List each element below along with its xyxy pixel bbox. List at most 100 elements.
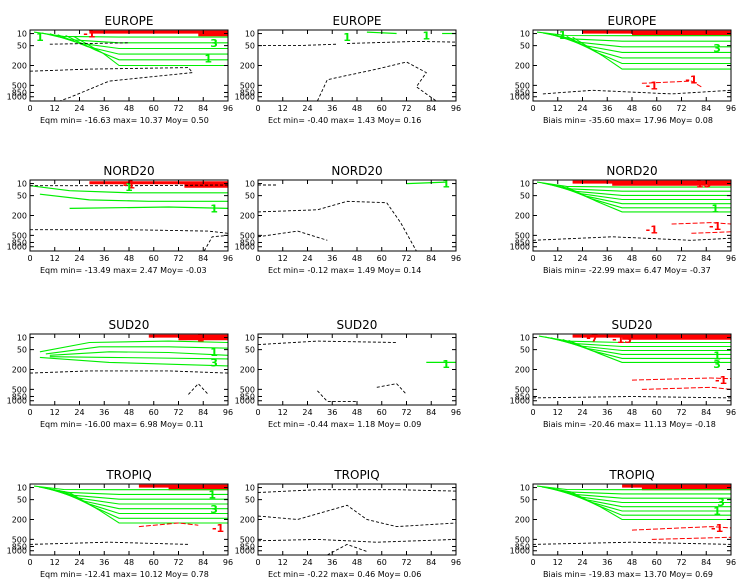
y-tick-label: 50 [520, 192, 530, 201]
chart-panel: EUROPE -1 1 1 3 0 12 24 36 48 60 72 84 96 10 50 200 50085… [7, 14, 233, 125]
zero-contour-line [203, 234, 229, 252]
x-tick-label: 24 [74, 254, 84, 263]
y-tick-label: 200 [240, 366, 255, 375]
y-tick-label: 850 [515, 88, 530, 97]
y-tick-label: 1000 [7, 243, 27, 252]
y-tick-label: 1000 [235, 547, 255, 556]
contour-label: 3 [210, 37, 218, 50]
stats-label: Eqm min= -12.41 max= 10.12 Moy= 0.78 [40, 570, 209, 579]
chart-title: NORD20 [103, 164, 154, 178]
y-tick-label: 850 [515, 542, 530, 551]
x-tick-label: 96 [451, 104, 461, 113]
x-tick-label: 60 [652, 104, 662, 113]
positive-contour-line [566, 35, 731, 65]
x-tick-label: 72 [401, 408, 411, 417]
y-tick-label: 50 [245, 496, 255, 505]
y-tick-label: 200 [515, 62, 530, 71]
y-tick-label: 500 [240, 535, 255, 544]
positive-contour-line [536, 31, 731, 37]
y-tick-label: 1000 [510, 243, 530, 252]
contour-label: 3 [210, 503, 218, 516]
x-tick-label: 60 [149, 408, 159, 417]
x-tick-label: 36 [602, 408, 612, 417]
y-tick-label: 1000 [7, 547, 27, 556]
y-tick-label: 850 [12, 392, 27, 401]
contour-label: -1 [212, 522, 224, 535]
y-tick-label: 50 [245, 346, 255, 355]
x-tick-label: 0 [530, 408, 535, 417]
x-tick-label: 12 [278, 254, 288, 263]
x-tick-label: 60 [652, 408, 662, 417]
x-tick-label: 12 [278, 408, 288, 417]
positive-contour-line [65, 35, 228, 61]
x-tick-label: 60 [149, 254, 159, 263]
x-tick-label: 36 [602, 558, 612, 567]
y-tick-label: 50 [520, 42, 530, 51]
x-tick-label: 72 [173, 558, 183, 567]
x-tick-label: 60 [149, 104, 159, 113]
x-tick-label: 0 [27, 104, 32, 113]
x-tick-label: 48 [124, 408, 134, 417]
contour-label: 1 [559, 29, 567, 42]
y-tick-label: 200 [515, 212, 530, 221]
y-tick-label: 10 [520, 484, 530, 493]
zero-contour-line [347, 40, 457, 44]
x-tick-label: 48 [352, 408, 362, 417]
negative-contour-line [631, 526, 732, 531]
negative-contour-line [138, 522, 199, 528]
y-tick-label: 850 [240, 88, 255, 97]
contour-label: 1 [204, 52, 212, 65]
y-tick-label: 500 [12, 535, 27, 544]
x-tick-label: 84 [198, 254, 208, 263]
y-tick-label: 500 [515, 535, 530, 544]
positive-contour-line [566, 490, 731, 516]
x-tick-label: 72 [401, 104, 411, 113]
zero-contour-line [30, 184, 229, 187]
positive-contour-line [572, 36, 731, 70]
y-tick-label: 500 [12, 81, 27, 90]
chart-title: TROPIQ [333, 468, 379, 482]
chart-panel: SUD20 -1 13 0 12 24 36 48 60 72 84 96 10 50 200 5008501… [7, 318, 233, 429]
x-tick-label: 72 [676, 408, 686, 417]
chart-panel: EUROPE 1 3 -1 -1 0 12 24 36 48 60 72 84 96 10 50 200 5008… [510, 14, 736, 125]
y-tick-label: 10 [17, 180, 27, 189]
x-tick-label: 96 [223, 558, 233, 567]
x-tick-label: 72 [401, 558, 411, 567]
zero-contour-line [257, 230, 328, 241]
stats-label: Eqm min= -13.49 max= 2.47 Moy= -0.03 [40, 266, 207, 275]
x-tick-label: 60 [652, 558, 662, 567]
x-tick-label: 84 [426, 408, 436, 417]
positive-contour-line [29, 185, 228, 194]
positive-contour-line [39, 193, 228, 202]
x-tick-label: 72 [401, 254, 411, 263]
positive-contour-line [561, 185, 731, 209]
contour-label: 1 [343, 31, 351, 44]
zero-contour-line [376, 383, 407, 395]
stats-label: Biais min= -22.99 max= 6.47 Moy= -0.37 [543, 266, 711, 275]
x-tick-label: 60 [149, 558, 159, 567]
x-tick-label: 0 [27, 408, 32, 417]
contour-label: 1 [713, 505, 721, 518]
zero-contour-line [532, 236, 732, 241]
x-tick-label: 60 [377, 104, 387, 113]
zero-contour-line [258, 43, 338, 47]
x-tick-label: 72 [173, 104, 183, 113]
x-tick-label: 0 [255, 104, 260, 113]
x-tick-label: 12 [278, 104, 288, 113]
x-tick-label: 96 [451, 254, 461, 263]
x-tick-label: 48 [352, 558, 362, 567]
positive-contour-line [57, 34, 228, 55]
zero-contour-line [257, 538, 457, 543]
chart-title: SUD20 [612, 318, 653, 332]
y-tick-label: 10 [245, 484, 255, 493]
contour-label: -1 [646, 224, 658, 237]
contour-label: -1 [192, 332, 204, 345]
y-tick-label: 200 [12, 62, 27, 71]
x-tick-label: 36 [99, 408, 109, 417]
contour-label: -1 [685, 74, 697, 87]
zero-contour-line [532, 541, 732, 545]
x-tick-label: 24 [302, 558, 312, 567]
y-tick-label: 500 [515, 385, 530, 394]
